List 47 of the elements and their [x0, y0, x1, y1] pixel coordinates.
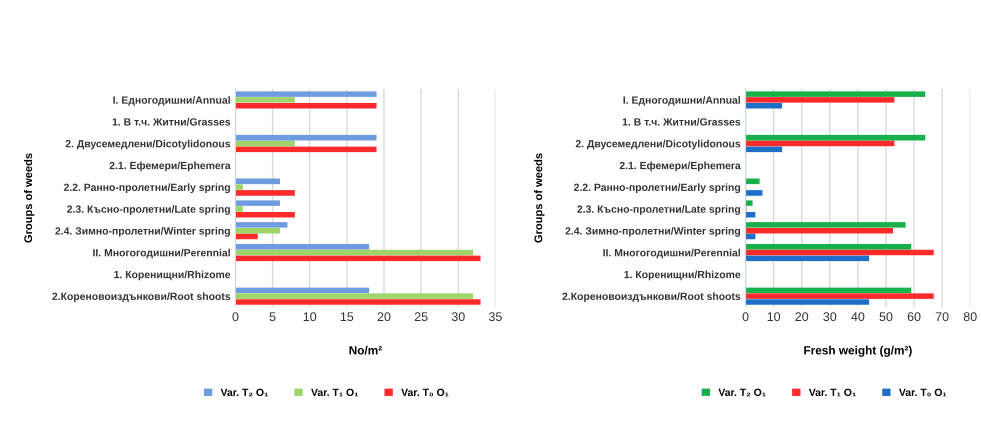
x-tick-label: 50 [880, 312, 892, 322]
x-tick-label: 5 [270, 312, 276, 322]
y-tick-label: I. Едногодишни/Annual [624, 96, 740, 106]
x-tick-label: 40 [851, 312, 864, 322]
y-tick-label: 2. Двусемедлени/Dicotylidonous [66, 140, 230, 150]
x-tick-label: 15 [340, 312, 354, 322]
y-tick-label: 2.4. Зимно-пролетни/Winter spring [55, 226, 230, 237]
y-tick-label: 2.3. Късно-пролетни/Late spring [577, 205, 740, 215]
y-tick-label: I. Едногодишни/Annual [113, 96, 230, 106]
y-tick-label: II. Многогодишни/Perennial [93, 248, 230, 258]
y-tick-label: 1. Коренищни/Rhizome [624, 270, 740, 280]
x-tick-label: 80 [964, 312, 977, 322]
y-tick-label: 1. В т.ч. Житни/Grasses [112, 118, 230, 126]
y-tick-label: 2.2. Ранно-пролетни/Early spring [64, 183, 230, 194]
y-tick-label: II. Многогодишни/Perennial [603, 248, 740, 258]
x-tick-label: 70 [936, 312, 949, 322]
legend-label: Var. T₀ O₁ [898, 388, 946, 396]
y-tick-label: 1. В т.ч. Житни/Grasses [622, 118, 740, 126]
x-axis-title: Fresh weight (g/m²) [804, 346, 912, 357]
legend-label: Var. T₀ O₁ [401, 388, 449, 396]
x-tick-label: 20 [378, 312, 390, 322]
x-tick-label: 0 [742, 312, 749, 322]
y-tick-label: 2.2. Ранно-пролетни/Early spring [574, 183, 740, 194]
legend-label: Var. T₁ O₁ [311, 388, 358, 396]
y-axis-title: Groups of weeds [24, 153, 34, 243]
x-tick-label: 35 [488, 312, 502, 322]
y-tick-label: 2.1. Ефемери/Ephemera [110, 162, 231, 172]
x-tick-label: 10 [768, 312, 780, 322]
x-tick-label: 0 [232, 312, 238, 322]
x-tick-label: 30 [452, 312, 465, 322]
x-tick-label: 20 [795, 312, 808, 322]
x-tick-label: 60 [908, 312, 921, 322]
legend-label: Var. T₁ O₁ [808, 388, 856, 396]
x-tick-label: 30 [823, 312, 836, 322]
y-tick-label: 1. Коренищни/Rhizome [114, 270, 230, 280]
legend-label: Var. T₂ O₁ [718, 388, 766, 396]
y-tick-label: 2.1. Ефемери/Ephemera [620, 162, 741, 172]
y-axis-title: Groups of weeds [534, 153, 544, 243]
x-tick-label: 10 [304, 312, 316, 322]
y-tick-label: 2.3. Късно-пролетни/Late spring [67, 205, 230, 215]
y-tick-label: 2.4. Зимно-пролетни/Winter spring [565, 226, 740, 237]
x-tick-label: 25 [414, 312, 428, 322]
y-tick-label: 2. Двусемедлени/Dicotylidonous [576, 140, 740, 150]
x-axis-title: No/m² [349, 346, 382, 355]
y-tick-label: 2.Кореновоиздънкови/Root shoots [52, 292, 230, 302]
legend-label: Var. T₂ O₁ [220, 388, 268, 396]
y-tick-label: 2.Кореновоиздънкови/Root shoots [562, 292, 740, 302]
